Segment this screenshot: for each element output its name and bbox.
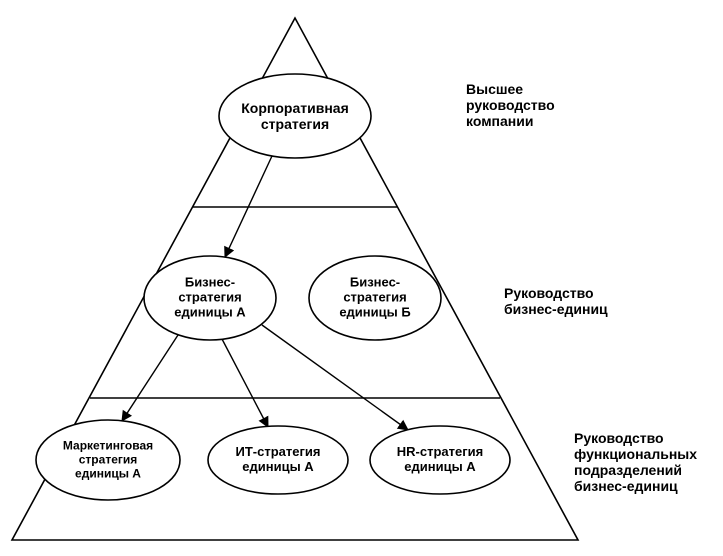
node-corp: Корпоративная стратегия bbox=[241, 100, 348, 132]
node-buA: Бизнес- стратегия единицы А bbox=[174, 276, 245, 321]
level-label-lvl3: Руководство функциональных подразделений… bbox=[574, 430, 697, 494]
node-buB: Бизнес- стратегия единицы Б bbox=[339, 276, 410, 321]
level-label-lvl1: Высшее руководство компании bbox=[466, 81, 555, 129]
node-it: ИТ-стратегия единицы А bbox=[236, 445, 321, 475]
node-mkt: Маркетинговая стратегия единицы А bbox=[63, 439, 153, 480]
node-hr: HR-стратегия единицы А bbox=[397, 445, 483, 475]
level-label-lvl2: Руководство бизнес-единиц bbox=[504, 285, 608, 317]
